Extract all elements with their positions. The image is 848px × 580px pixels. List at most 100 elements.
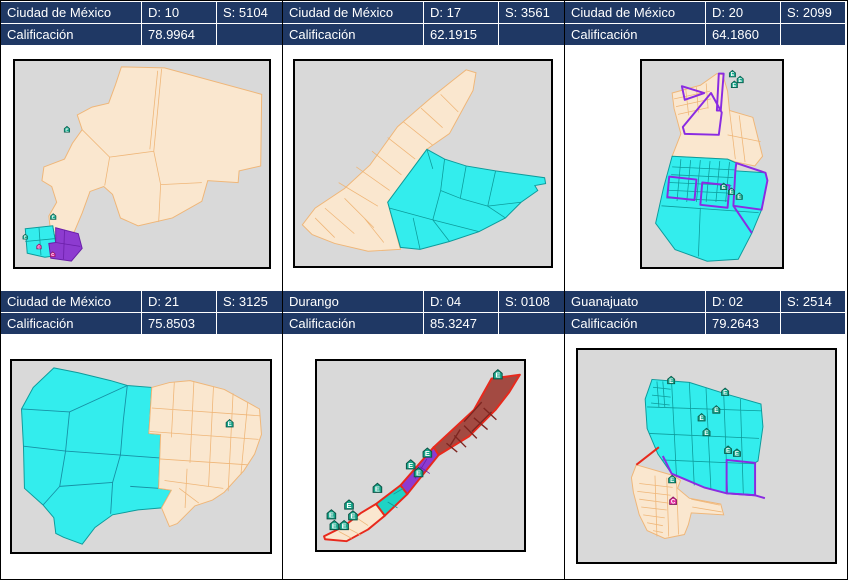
maroon-area [432,373,521,456]
score-value: 78.9964 [142,24,216,45]
beige-area [301,69,477,252]
svg-text:C: C [671,498,676,505]
school-icon: E [405,459,416,470]
map-ciudad-de-mexico-d20: E E E E E E [655,69,769,262]
svg-text:E: E [408,461,413,470]
school-icon: E [344,499,354,510]
map-panel-4: E [10,359,272,554]
boundary-accents [635,446,766,500]
beige-area [41,66,263,241]
school-icon: E [735,192,743,201]
region-label: Ciudad de México [1,291,141,312]
purple-cluster [48,227,83,262]
school-icon: E [732,448,741,457]
svg-text:E: E [65,127,69,133]
column-3: Ciudad de México D: 20 S: 2099 Calificac… [565,1,845,579]
panel-6-header: Guanajuato D: 02 S: 2514 Calificación 79… [565,291,845,334]
map-panel-3: E E E E E E [640,59,784,269]
purple-outlines [666,72,769,234]
svg-text:E: E [332,521,337,530]
panel-cell-3: Ciudad de México D: 20 S: 2099 Calificac… [565,1,845,290]
empty-cell [781,313,845,334]
school-icon: E [329,519,340,530]
empty-cell [499,24,564,45]
panel-cell-5: Durango D: 04 S: 0108 Calificación 85.32… [283,290,564,579]
school-icon: E [22,233,28,239]
map-panel-6: E E E E E E E E C [576,348,837,564]
school-icon: E [422,447,433,458]
score-title: Calificación [565,313,705,334]
region-label: Ciudad de México [283,2,423,23]
school-icon: E [348,510,358,521]
svg-text:E: E [669,378,673,385]
panel-cell-2: Ciudad de México D: 17 S: 3561 Calificac… [283,1,564,290]
svg-text:E: E [714,407,718,414]
school-icon: E [63,125,71,133]
score-title: Calificación [283,24,423,45]
beige-area [148,380,262,528]
svg-text:E: E [722,185,726,191]
section-label: S: 3125 [217,291,282,312]
svg-text:E: E [723,390,727,397]
cyan-area [387,148,547,250]
score-title: Calificación [283,313,423,334]
svg-text:E: E [425,449,430,458]
svg-text:E: E [416,469,421,478]
svg-text:E: E [346,501,351,510]
empty-cell [217,313,282,334]
svg-text:E: E [730,190,734,196]
school-icon: E [730,80,738,89]
region-label: Guanajuato [565,291,705,312]
svg-text:E: E [52,215,56,221]
svg-text:E: E [704,430,708,437]
section-label: S: 3561 [499,2,564,23]
district-label: D: 20 [706,2,780,23]
score-value: 64.1860 [706,24,780,45]
school-icon: E [712,405,721,414]
map-panel-5: E E E E E E E E E E [315,359,526,552]
district-label: D: 02 [706,291,780,312]
clinic-icon: C [50,251,56,257]
school-icon: E [493,369,503,380]
map-ciudad-de-mexico-d17 [301,69,547,252]
panel-4-header: Ciudad de México D: 21 S: 3125 Calificac… [1,291,282,334]
school-icon: E [225,419,234,428]
section-label: S: 0108 [499,291,564,312]
district-label: D: 17 [424,2,498,23]
district-label: D: 21 [142,291,216,312]
svg-text:E: E [738,78,742,84]
svg-text:E: E [375,484,380,493]
score-value: 79.2643 [706,313,780,334]
svg-text:C: C [51,252,54,257]
svg-text:E: E [670,477,674,484]
svg-text:E: E [733,83,737,89]
svg-text:E: E [342,521,347,530]
panel-3-header: Ciudad de México D: 20 S: 2099 Calificac… [565,2,845,45]
score-value: 62.1915 [424,24,498,45]
panel-cell-4: Ciudad de México D: 21 S: 3125 Calificac… [1,290,282,579]
district-label: D: 10 [142,2,216,23]
school-icon: E [702,427,711,437]
panel-cell-6: Guanajuato D: 02 S: 2514 Calificación 79… [565,290,845,579]
clinic-icon: C [669,496,678,505]
column-2: Ciudad de México D: 17 S: 3561 Calificac… [283,1,565,579]
score-value: 85.3247 [424,313,498,334]
cyan-area [21,367,173,545]
school-icon: E [724,445,733,454]
section-label: S: 2099 [781,2,845,23]
svg-text:E: E [726,447,730,454]
section-label: S: 2514 [781,291,845,312]
panel-2-header: Ciudad de México D: 17 S: 3561 Calificac… [283,2,564,45]
score-title: Calificación [1,24,141,45]
school-icon: E [721,387,730,397]
empty-cell [499,313,564,334]
school-icon: E [339,519,349,530]
school-icon: E [326,509,337,520]
school-icon: E [727,187,735,196]
empty-cell [781,24,845,45]
region-label: Ciudad de México [565,2,705,23]
beige-area [630,464,725,539]
school-icon: E [697,413,706,422]
school-icon: E [372,482,383,493]
